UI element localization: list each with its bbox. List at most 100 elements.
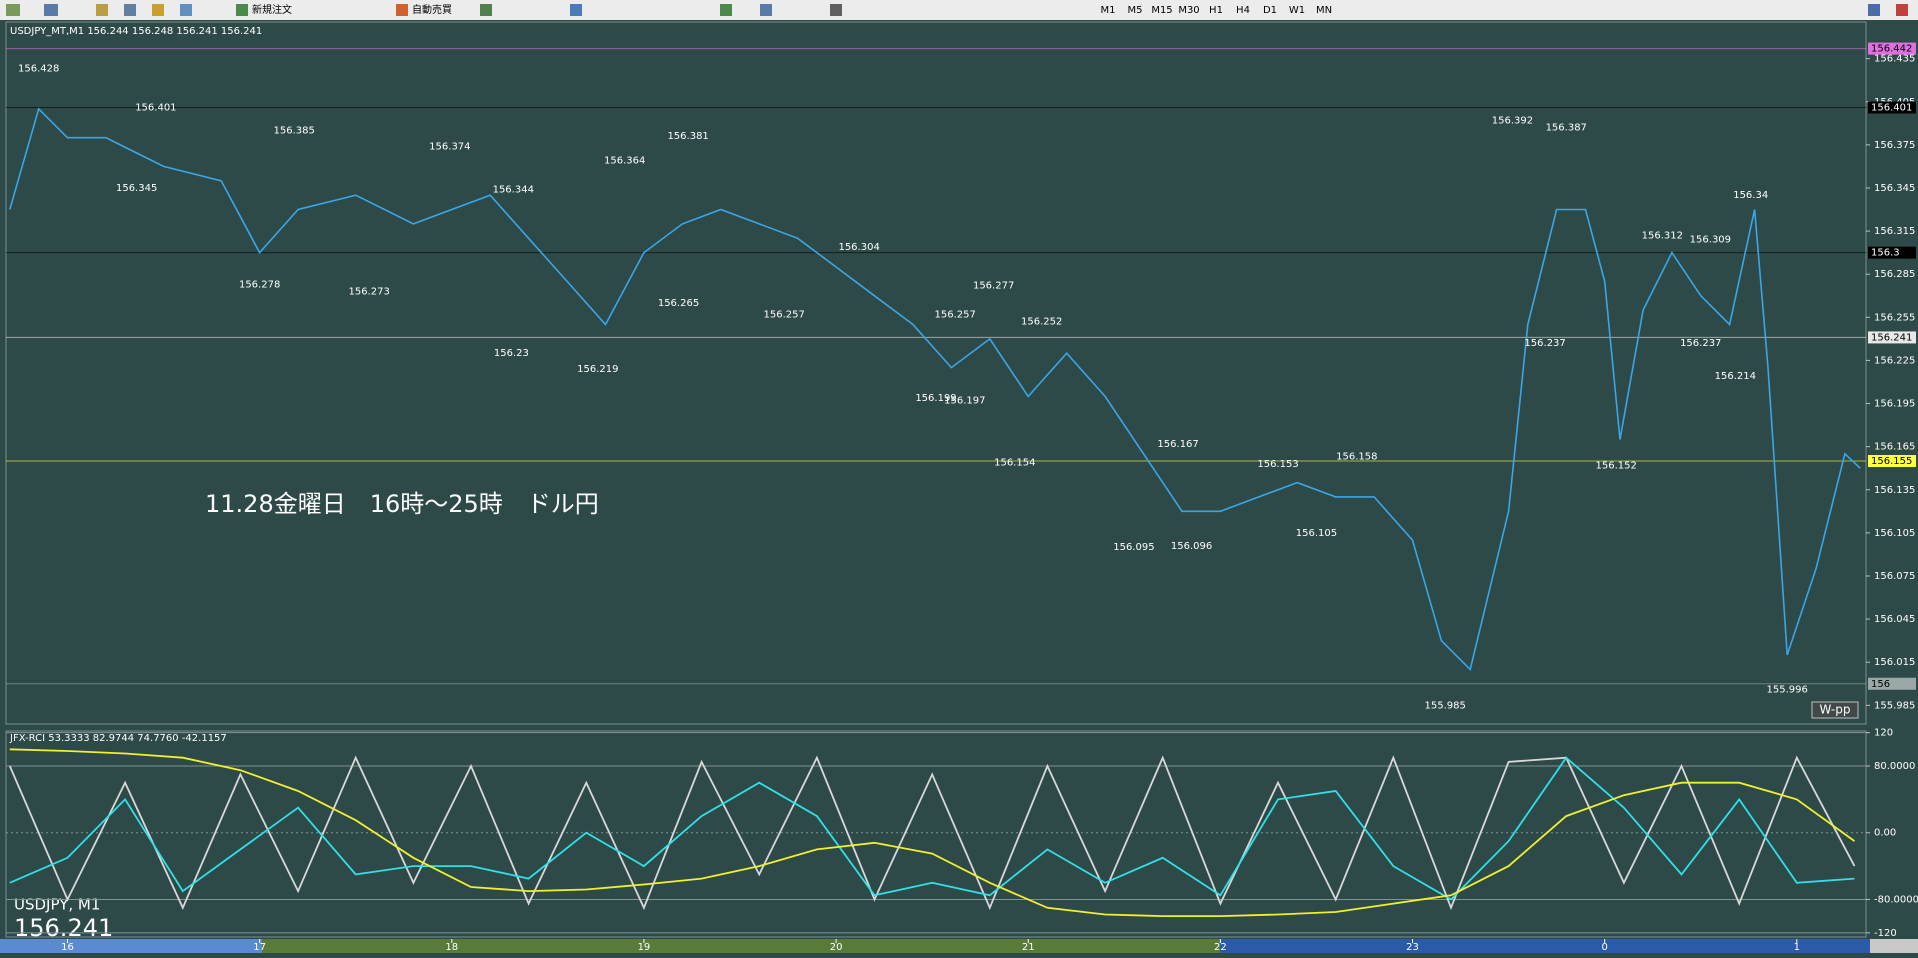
icon[interactable] [1896,4,1908,16]
toolbar-label[interactable]: 自動売買 [412,3,452,16]
timeframe-button[interactable]: H1 [1209,5,1223,16]
icon[interactable] [96,4,108,16]
price-annotation: 156.237 [1680,338,1721,349]
price-annotation: 156.344 [493,184,534,195]
price-tag-label: 156.442 [1871,44,1912,55]
timeframe-button[interactable]: M15 [1151,5,1172,16]
price-annotation: 156.152 [1596,460,1637,471]
timeframe-button[interactable]: H4 [1236,5,1250,16]
y-tick-label: 156.225 [1874,355,1915,366]
price-annotation: 156.392 [1492,115,1533,126]
y-tick-label: 156.285 [1874,269,1915,280]
price-tag [1868,246,1916,259]
price-annotation: 156.364 [604,156,645,167]
timeframe-button[interactable]: W1 [1289,5,1305,16]
series-line [9,756,1855,901]
toolbar [0,0,1918,20]
price-annotation: 156.252 [1021,317,1062,328]
y-tick-label: 156.195 [1874,399,1915,410]
price-annotation: 156.167 [1157,439,1198,450]
y-tick-label: 80.0000 [1874,761,1915,772]
series-line [9,107,1861,671]
price-annotation: 156.154 [994,457,1035,468]
price-tag [1868,677,1916,690]
icon[interactable] [760,4,772,16]
x-tick-label: 23 [1406,942,1419,953]
price-annotation: 156.387 [1546,123,1587,134]
icon[interactable] [152,4,164,16]
y-tick-label: 156.075 [1874,571,1915,582]
price-annotation: 156.381 [667,131,708,142]
icon[interactable] [124,4,136,16]
icon[interactable] [1868,4,1880,16]
price-annotation: 156.237 [1524,338,1565,349]
price-annotation: 156.095 [1113,542,1154,553]
icon[interactable] [236,4,248,16]
price-annotation: 156.273 [348,286,389,297]
price-annotation: 156.214 [1715,371,1756,382]
y-tick-label: 156.165 [1874,442,1915,453]
price-annotation: 156.257 [935,309,976,320]
price-annotation: 156.401 [135,103,176,114]
y-tick-label: 120 [1874,728,1893,739]
timeframe-button[interactable]: M1 [1101,5,1116,16]
x-tick-label: 19 [638,942,651,953]
price-annotation: 156.197 [944,396,985,407]
series-line [8,755,1856,911]
price-annotation: 156.309 [1690,235,1731,246]
price-annotation: 156.428 [18,64,59,75]
price-tag-label: 156.401 [1871,103,1912,114]
y-tick-label: 156.315 [1874,226,1915,237]
price-tag-label: 156.155 [1871,456,1912,467]
icon[interactable] [480,4,492,16]
timeframe-button[interactable]: D1 [1263,5,1277,16]
x-tick-label: 18 [445,942,458,953]
x-tick-label: 1 [1794,942,1800,953]
price-tag [1868,331,1916,344]
price-tag-label: 156.241 [1871,332,1912,343]
icon[interactable] [44,4,58,16]
y-tick-label: 156.015 [1874,657,1915,668]
rci-panel [5,730,1867,938]
x-tick-label: 20 [830,942,843,953]
x-tick-label: 17 [253,942,266,953]
price-annotation: 156.345 [116,183,157,194]
icon[interactable] [570,4,582,16]
series-line [9,748,1856,917]
y-tick-label: -80.0000 [1874,894,1918,905]
y-tick-label: 156.435 [1874,54,1915,65]
toolbar-icons [6,4,1908,16]
y-tick-label: 0.00 [1874,828,1896,839]
timeframe-button[interactable]: MN [1316,5,1332,16]
icon[interactable] [6,4,20,16]
y-tick-label: 156.135 [1874,485,1915,496]
price-annotation: 156.219 [577,364,618,375]
y-tick-label: -120 [1874,928,1897,939]
y-tick-label: 156.045 [1874,614,1915,625]
price-annotation: 156.312 [1642,230,1683,241]
y-tick-label: 156.255 [1874,312,1915,323]
indicator-title: JFX-RCI 53.3333 82.9744 74.7760 -42.1157 [9,733,227,744]
main-panel [5,21,1867,725]
icon[interactable] [720,4,732,16]
timeframe-button[interactable]: M30 [1178,5,1199,16]
price-tag [1868,101,1916,114]
y-tick-label: 155.985 [1874,700,1915,711]
badge-box [1811,701,1859,719]
price-tag-label: 156.3 [1871,248,1900,259]
chart-title: USDJPY_MT,M1 156.244 156.248 156.241 156… [10,26,262,37]
toolbar-label[interactable]: 新規注文 [252,3,292,16]
badge: W-pp [1820,703,1851,717]
timeframe-button[interactable]: M5 [1128,5,1143,16]
price-tag-label: 156 [1871,679,1890,690]
icon[interactable] [396,4,408,16]
last-price: 156.241 [14,914,113,942]
x-tick-label: 22 [1214,942,1227,953]
y-tick-label: 156.105 [1874,528,1915,539]
y-tick-label: 156.345 [1874,183,1915,194]
time-bar-segment [0,939,262,953]
icon[interactable] [830,4,842,16]
price-annotation: 156.304 [838,242,879,253]
icon[interactable] [180,4,192,16]
